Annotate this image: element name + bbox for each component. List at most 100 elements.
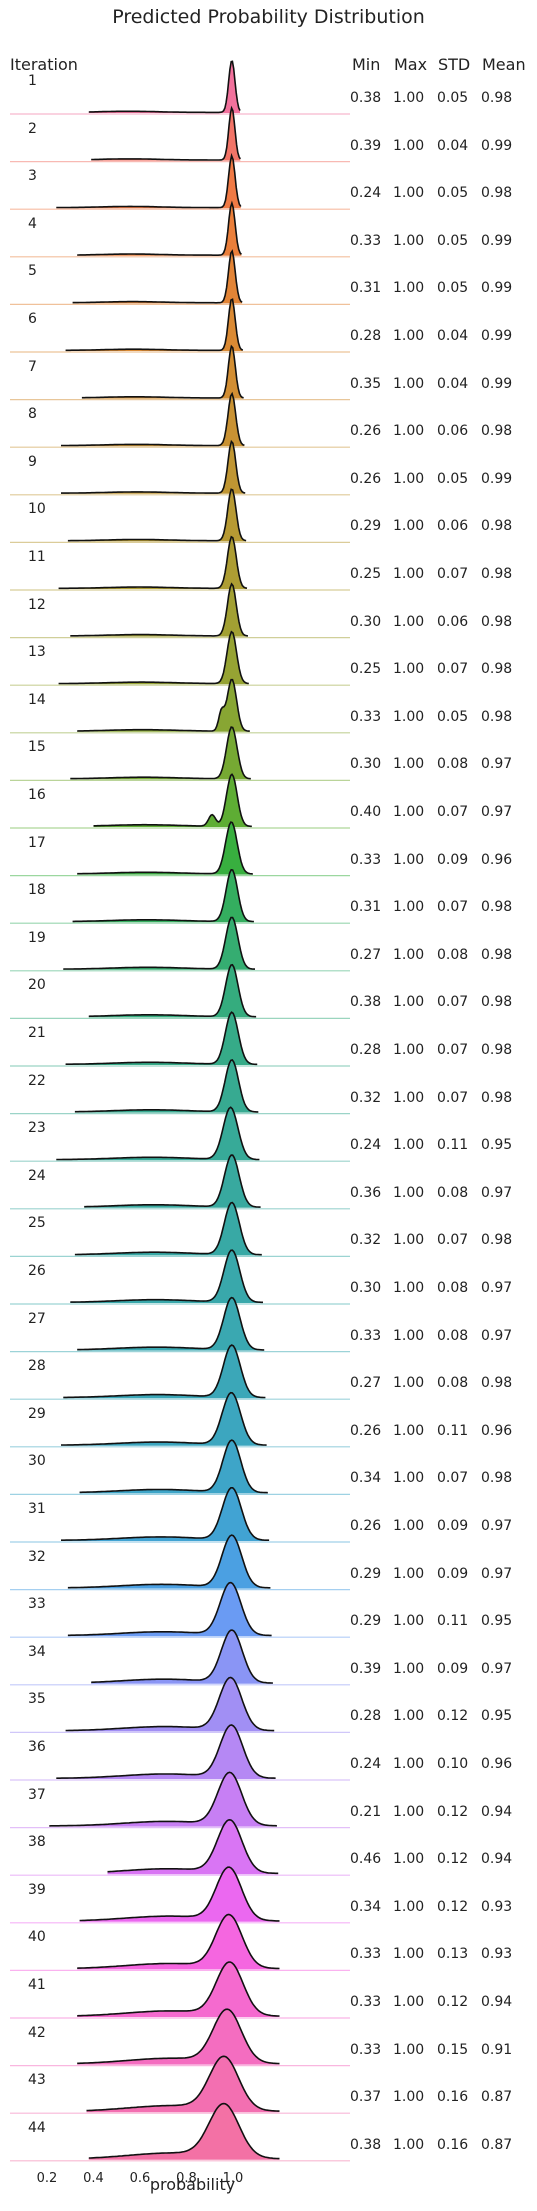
stat-max-cell: 1.00 <box>393 899 425 916</box>
ridge-fill <box>70 727 251 780</box>
ridge-fill <box>61 393 245 447</box>
stat-mean-cell: 0.97 <box>481 1280 513 1296</box>
stat-mean-cell: 0.93 <box>481 1946 513 1963</box>
iteration-label: 22 <box>28 1072 46 1089</box>
ridge-curve <box>86 2055 280 2112</box>
mean-header: Mean <box>482 55 526 74</box>
stat-mean-cell: 0.99 <box>481 470 513 487</box>
ridge-curve <box>63 916 255 970</box>
stat-min-cell: 0.27 <box>350 1375 382 1392</box>
iteration-label: 17 <box>28 834 46 851</box>
iteration-label: 13 <box>28 644 46 661</box>
min-header: Min <box>352 55 381 74</box>
stat-min-cell: 0.30 <box>350 1280 382 1296</box>
stat-std-cell: 0.07 <box>437 661 469 678</box>
stat-mean-cell: 0.94 <box>481 1994 513 2010</box>
stat-min-cell: 0.29 <box>350 518 382 535</box>
x-tick-label: 1.0 <box>223 2171 244 2186</box>
stat-mean-cell: 0.98 <box>481 1375 513 1392</box>
x-tick-label: 0.2 <box>37 2171 58 2186</box>
stat-std-cell: 0.06 <box>437 423 469 440</box>
stat-mean-cell: 0.99 <box>481 328 513 344</box>
stat-std-cell: 0.09 <box>437 851 469 868</box>
stat-max-cell: 1.00 <box>393 518 425 535</box>
iteration-label: 42 <box>28 2024 46 2041</box>
ridge-fill <box>49 1772 277 1827</box>
stat-min-cell: 0.39 <box>350 137 382 154</box>
stat-max-cell: 1.00 <box>393 328 425 344</box>
ridge-curve <box>70 582 249 637</box>
stat-std-cell: 0.05 <box>437 185 469 202</box>
ridge-curve <box>49 1771 277 1827</box>
stat-mean-cell: 0.98 <box>481 90 513 106</box>
stat-mean-cell: 0.97 <box>481 1184 513 1201</box>
ridge-fill <box>77 2009 280 2065</box>
stat-mean-cell: 0.94 <box>481 1851 513 1868</box>
iteration-label: 31 <box>28 1501 46 1517</box>
stat-max-cell: 1.00 <box>393 423 425 440</box>
stat-std-cell: 0.08 <box>437 1375 469 1392</box>
stat-min-cell: 0.39 <box>350 1660 382 1677</box>
stat-mean-cell: 0.98 <box>481 899 513 916</box>
ridge-fill <box>93 774 252 827</box>
ridge-fill <box>88 964 257 1018</box>
stat-std-cell: 0.12 <box>437 1708 469 1725</box>
stat-mean-cell: 0.87 <box>481 2089 513 2106</box>
stat-min-cell: 0.26 <box>350 470 382 487</box>
stat-max-cell: 1.00 <box>393 1803 425 1820</box>
ridge-curve <box>56 1724 276 1779</box>
ridge-curve <box>67 488 247 542</box>
stat-max-cell: 1.00 <box>393 137 425 154</box>
stat-min-cell: 0.29 <box>350 1565 382 1582</box>
stat-std-cell: 0.12 <box>437 1994 469 2010</box>
stat-std-cell: 0.05 <box>437 470 469 487</box>
stat-std-cell: 0.08 <box>437 946 469 963</box>
stat-max-cell: 1.00 <box>393 1375 425 1392</box>
ridge-fill <box>65 1677 275 1732</box>
stat-std-cell: 0.11 <box>437 1422 469 1439</box>
stat-min-cell: 0.38 <box>350 994 382 1011</box>
stat-max-cell: 1.00 <box>393 708 425 725</box>
stat-max-cell: 1.00 <box>393 375 425 392</box>
stat-min-cell: 0.24 <box>350 1137 382 1154</box>
iteration-label: 4 <box>28 215 37 232</box>
ridge-fill <box>67 1535 271 1589</box>
ridge-fill <box>88 61 240 113</box>
iteration-label: 29 <box>28 1405 46 1422</box>
stat-std-cell: 0.08 <box>437 1184 469 1201</box>
ridge-curve <box>91 1629 273 1684</box>
stat-mean-cell: 0.98 <box>481 185 513 202</box>
ridge-curve <box>81 344 244 399</box>
stat-mean-cell: 0.98 <box>481 1089 513 1106</box>
max-header: Max <box>394 55 428 74</box>
stat-mean-cell: 0.98 <box>481 946 513 963</box>
iteration-label: 10 <box>28 501 46 518</box>
iteration-label: 36 <box>28 1739 46 1755</box>
stat-min-cell: 0.26 <box>350 1422 382 1439</box>
ridge-curve <box>65 1011 258 1066</box>
iteration-label: 16 <box>28 787 46 803</box>
stat-std-cell: 0.04 <box>437 137 469 154</box>
stat-min-cell: 0.46 <box>350 1851 382 1868</box>
iteration-label: 30 <box>28 1453 46 1470</box>
ridge-curve <box>56 152 242 209</box>
stat-min-cell: 0.26 <box>350 423 382 440</box>
stat-std-cell: 0.11 <box>437 1613 469 1630</box>
stat-std-cell: 0.07 <box>437 804 469 820</box>
stat-max-cell: 1.00 <box>393 1184 425 1201</box>
stat-min-cell: 0.30 <box>350 613 382 630</box>
ridge-fill <box>72 869 254 923</box>
ridge-curve <box>67 1581 272 1637</box>
ridge-curve <box>77 1961 280 2017</box>
iteration-label: 5 <box>28 263 37 280</box>
iteration-label: 15 <box>28 739 46 756</box>
iteration-label: 44 <box>28 2119 46 2136</box>
stat-mean-cell: 0.95 <box>481 1613 513 1630</box>
iteration-label: 25 <box>28 1215 46 1232</box>
stat-max-cell: 1.00 <box>393 1946 425 1963</box>
ridge-curve <box>77 678 250 732</box>
stat-min-cell: 0.38 <box>350 2136 382 2153</box>
iteration-label: 23 <box>28 1120 46 1137</box>
stat-mean-cell: 0.98 <box>481 708 513 725</box>
ridge-curve <box>79 1439 268 1494</box>
